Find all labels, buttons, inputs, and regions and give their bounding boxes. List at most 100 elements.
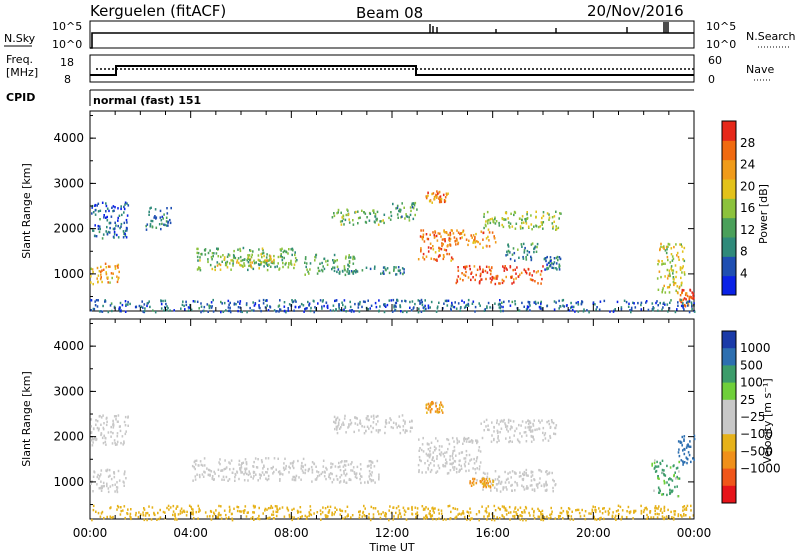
velocity-echo-cell bbox=[566, 514, 569, 517]
power-echo-cell bbox=[109, 221, 112, 225]
power-echo-cell bbox=[414, 201, 417, 205]
power-echo-cell bbox=[665, 245, 668, 249]
velocity-echo-cell bbox=[481, 478, 484, 481]
velocity-echo-cell bbox=[176, 505, 178, 508]
power-echo-cell bbox=[435, 258, 438, 261]
power-echo-cell bbox=[338, 307, 340, 310]
power-echo-cell bbox=[533, 301, 536, 304]
nsky-panel: N.Sky 10^5 10^0 10^5 10^0 N.Search bbox=[4, 20, 796, 51]
power-echo-cell bbox=[614, 308, 616, 311]
velocity-echo-cell bbox=[292, 475, 294, 479]
velocity-echo-cell bbox=[502, 420, 504, 423]
power-echo-cell bbox=[374, 215, 376, 218]
velocity-echo-cell bbox=[353, 471, 356, 474]
velocity-echo-cell bbox=[277, 508, 279, 512]
velocity-echo-cell bbox=[341, 509, 344, 513]
velocity-echo-cell bbox=[647, 516, 649, 519]
velocity-echo-cell bbox=[300, 478, 302, 481]
velocity-echo-cell bbox=[229, 468, 231, 471]
power-echo-cell bbox=[406, 215, 409, 218]
velocity-echo-cell bbox=[322, 465, 325, 468]
velocity-echo-cell bbox=[349, 419, 352, 422]
velocity-echo-cell bbox=[654, 509, 656, 513]
velocity-echo-cell bbox=[368, 516, 370, 519]
power-echo-cell bbox=[277, 262, 279, 265]
velocity-echo-cell bbox=[536, 486, 539, 489]
power-echo-cell bbox=[582, 310, 585, 313]
velocity-echo-cell bbox=[288, 515, 291, 518]
velocity-echo-region bbox=[304, 459, 380, 485]
power-echo-cell bbox=[112, 209, 114, 213]
power-echo-cell bbox=[423, 240, 426, 243]
power-echo-cell bbox=[656, 277, 659, 280]
power-echo-cell bbox=[519, 225, 522, 228]
power-echo-cell bbox=[553, 215, 556, 218]
velocity-echo-cell bbox=[633, 510, 635, 513]
velocity-echo-cell bbox=[325, 466, 327, 470]
power-echo-cell bbox=[679, 294, 682, 297]
velocity-echo-cell bbox=[429, 454, 431, 458]
velocity-echo-cell bbox=[426, 411, 428, 414]
power-echo-cell bbox=[374, 301, 377, 305]
velocity-echo-cell bbox=[102, 481, 105, 485]
power-echo-cell bbox=[293, 309, 295, 312]
power-echo-cell bbox=[523, 249, 526, 252]
velocity-echo-cell bbox=[488, 477, 491, 481]
power-echo-cell bbox=[456, 239, 458, 242]
velocity-echo-cell bbox=[472, 467, 474, 470]
power-echo-cell bbox=[310, 306, 312, 310]
velocity-echo-cell bbox=[464, 460, 467, 463]
velocity-echo-cell bbox=[116, 488, 118, 492]
power-echo-cell bbox=[661, 260, 663, 263]
power-echo-cell bbox=[674, 282, 677, 285]
power-echo-cell bbox=[526, 305, 529, 308]
power-echo-cell bbox=[660, 275, 662, 279]
velocity-echo-cell bbox=[427, 407, 429, 411]
power-echo-cell bbox=[577, 303, 580, 306]
velocity-echo-cell bbox=[116, 435, 119, 438]
power-echo-cell bbox=[676, 291, 679, 294]
power-echo-cell bbox=[442, 193, 445, 197]
power-echo-cell bbox=[680, 276, 682, 280]
power-echo-cell bbox=[572, 305, 575, 309]
velocity-echo-region bbox=[677, 434, 696, 466]
velocity-echo-cell bbox=[119, 513, 122, 516]
velocity-echo-cell bbox=[466, 510, 469, 513]
velocity-echo-cell bbox=[263, 473, 265, 476]
velocity-echo-cell bbox=[429, 514, 432, 518]
power-echo-cell bbox=[691, 307, 693, 311]
velocity-echo-cell bbox=[632, 517, 634, 520]
power-echo-cell bbox=[380, 272, 382, 275]
power-echo-cell bbox=[365, 266, 368, 269]
power-echo-cell bbox=[111, 206, 113, 209]
power-echo-cell bbox=[439, 232, 441, 235]
power-echo-cell bbox=[313, 310, 315, 314]
velocity-echo-cell bbox=[302, 457, 305, 461]
velocity-echo-cell bbox=[370, 479, 373, 483]
power-echo-cell bbox=[470, 278, 472, 282]
power-echo-cell bbox=[436, 194, 438, 197]
power-echo-cell bbox=[362, 300, 365, 303]
power-echo-cell bbox=[640, 301, 643, 304]
power-echo-cell bbox=[410, 209, 412, 213]
power-echo-region bbox=[145, 206, 172, 231]
velocity-echo-cell bbox=[515, 472, 517, 475]
station-title: Kerguelen (fitACF) bbox=[90, 2, 226, 20]
power-echo-cell bbox=[319, 262, 321, 265]
power-echo-cell bbox=[511, 225, 514, 228]
velocity-echo-cell bbox=[603, 517, 605, 521]
velocity-echo-cell bbox=[272, 513, 275, 516]
velocity-echo-cell bbox=[321, 471, 324, 474]
power-echo-cell bbox=[112, 227, 115, 231]
velocity-echo-cell bbox=[448, 442, 451, 446]
power-echo-cell bbox=[249, 306, 251, 310]
velocity-echo-cell bbox=[429, 409, 432, 412]
power-echo-cell bbox=[542, 214, 545, 218]
velocity-echo-cell bbox=[379, 429, 381, 432]
velocity-echo-cell bbox=[581, 508, 583, 512]
power-echo-cell bbox=[124, 229, 127, 232]
x-axis-label: Time UT bbox=[368, 541, 414, 554]
velocity-echo-cell bbox=[116, 486, 119, 489]
velocity-echo-cell bbox=[550, 506, 552, 510]
velocity-echo-cell bbox=[411, 419, 413, 422]
